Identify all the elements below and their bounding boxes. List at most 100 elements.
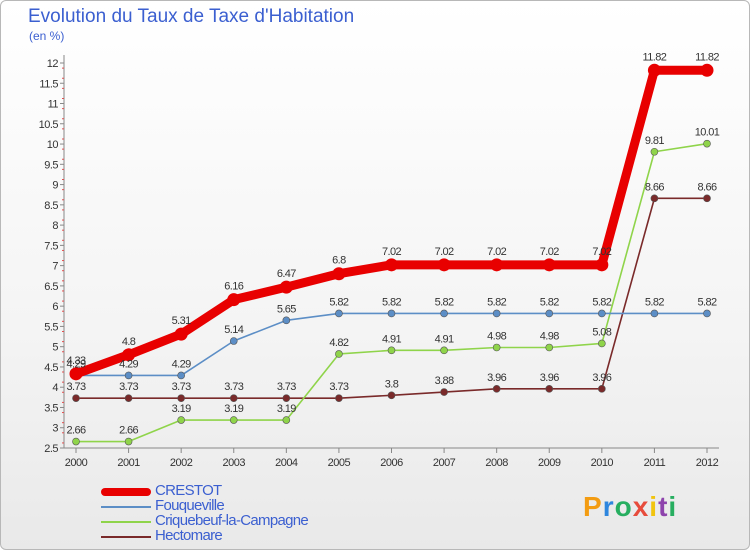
legend-label: Fouqueville xyxy=(155,497,225,514)
data-point xyxy=(387,309,396,318)
data-point xyxy=(282,316,291,325)
legend-swatch xyxy=(101,506,151,508)
data-point xyxy=(72,394,80,402)
logo-letter: t xyxy=(658,491,669,522)
y-tick-label: 10.5 xyxy=(39,119,59,131)
data-point xyxy=(229,416,238,424)
data-label: 5.82 xyxy=(382,296,401,308)
data-label: 8.66 xyxy=(645,181,664,193)
data-label: 7.02 xyxy=(592,246,611,258)
x-tick-label: 2006 xyxy=(380,457,403,469)
data-point xyxy=(598,309,606,318)
data-label: 5.82 xyxy=(645,296,664,308)
y-tick-label: 8 xyxy=(52,220,58,232)
data-point xyxy=(124,394,133,402)
data-point xyxy=(545,343,554,352)
y-tick-label: 12 xyxy=(47,58,59,70)
data-label: 2.66 xyxy=(119,425,138,437)
y-tick-label: 11 xyxy=(48,99,59,111)
y-tick-label: 4.5 xyxy=(44,362,58,374)
data-label: 5.82 xyxy=(435,296,454,308)
data-point xyxy=(545,385,554,393)
data-point xyxy=(647,63,661,77)
x-tick-label: 2002 xyxy=(170,457,193,469)
data-point xyxy=(385,258,398,272)
data-label: 3.73 xyxy=(172,381,191,393)
data-label: 5.82 xyxy=(487,296,506,308)
data-label: 3.96 xyxy=(592,372,611,384)
legend-swatch xyxy=(101,536,151,538)
y-tick-label: 5 xyxy=(52,342,58,354)
data-point xyxy=(229,337,238,345)
chart-subtitle: (en %) xyxy=(29,29,65,43)
legend-label: CRESTOT xyxy=(155,482,222,499)
data-point xyxy=(703,194,711,203)
data-point xyxy=(69,367,83,381)
data-label: 3.88 xyxy=(435,375,454,387)
data-point xyxy=(440,346,448,355)
data-point xyxy=(703,309,711,318)
y-tick-label: 6.5 xyxy=(44,281,58,293)
data-label: 8.66 xyxy=(697,181,716,193)
data-point xyxy=(437,258,451,272)
logo-letter: x xyxy=(632,491,650,522)
logo-letter: o xyxy=(614,491,633,522)
y-tick-label: 9.5 xyxy=(44,159,58,171)
data-label: 3.73 xyxy=(119,381,138,393)
data-label: 3.73 xyxy=(224,381,243,393)
data-label: 7.02 xyxy=(487,246,506,258)
data-point xyxy=(177,416,185,424)
data-point xyxy=(650,309,659,318)
x-tick-label: 2010 xyxy=(591,457,614,469)
data-label: 5.82 xyxy=(329,296,348,308)
data-label: 3.96 xyxy=(487,372,506,384)
data-point xyxy=(229,394,238,402)
data-point xyxy=(492,385,501,393)
x-tick-label: 2000 xyxy=(65,457,88,469)
data-point xyxy=(72,437,80,446)
y-tick-label: 3.5 xyxy=(44,402,58,414)
data-label: 2.66 xyxy=(66,425,85,437)
data-label: 4.91 xyxy=(382,333,401,345)
data-point xyxy=(124,437,133,446)
x-tick-label: 2012 xyxy=(696,457,719,469)
y-tick-label: 8.5 xyxy=(44,200,58,212)
y-tick-label: 7 xyxy=(52,261,58,273)
data-point xyxy=(122,348,136,362)
data-point xyxy=(492,309,501,318)
legend-label: Criquebeuf-la-Campagne xyxy=(155,512,309,529)
data-point xyxy=(279,280,293,294)
data-label: 4.29 xyxy=(172,358,191,370)
data-point xyxy=(387,391,396,400)
x-tick-label: 2008 xyxy=(485,457,508,469)
data-label: 3.19 xyxy=(277,403,296,415)
y-tick-label: 4 xyxy=(52,382,58,394)
data-label: 4.8 xyxy=(122,336,136,348)
x-tick-label: 2011 xyxy=(644,457,666,469)
data-label: 7.02 xyxy=(435,246,454,258)
data-label: 5.82 xyxy=(697,296,716,308)
data-label: 3.19 xyxy=(224,403,243,415)
data-label: 7.02 xyxy=(540,246,559,258)
legend-swatch xyxy=(101,521,151,523)
data-label: 3.73 xyxy=(329,381,348,393)
logo-letter: i xyxy=(649,491,659,522)
data-label: 3.8 xyxy=(385,378,399,390)
data-point xyxy=(332,267,346,281)
data-point xyxy=(124,371,133,380)
x-tick-label: 2005 xyxy=(328,457,351,469)
data-label: 4.91 xyxy=(435,333,454,345)
y-tick-label: 5.5 xyxy=(44,321,58,333)
x-tick-label: 2001 xyxy=(117,457,140,469)
data-point xyxy=(440,388,448,396)
data-point xyxy=(598,339,606,348)
logo-letter: i xyxy=(668,491,678,522)
data-label: 4.33 xyxy=(66,355,85,367)
data-label: 5.08 xyxy=(592,326,611,338)
data-label: 6.8 xyxy=(332,255,346,267)
data-point xyxy=(282,394,291,402)
data-label: 10.01 xyxy=(695,127,720,139)
data-label: 5.31 xyxy=(172,315,191,327)
y-tick-label: 7.5 xyxy=(44,240,58,252)
